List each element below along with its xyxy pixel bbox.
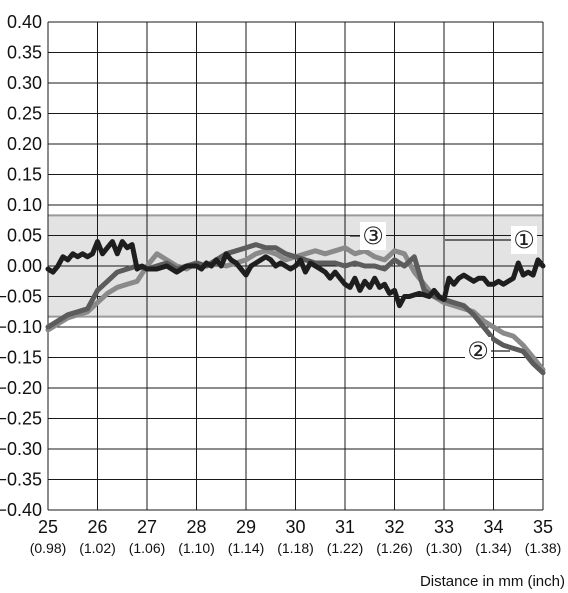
x-tick-label-inch: (1.22) [327,540,364,556]
x-tick-label: 35 [533,517,553,537]
series-marker-backdrop [360,222,386,250]
y-tick-label: 0.35 [7,43,42,63]
series-line-2 [45,242,546,376]
x-tick-label: 30 [285,517,305,537]
x-tick-label-inch: (1.02) [79,540,116,556]
x-tick-label-inch: (1.34) [475,540,512,556]
x-axis-ticks: 25 (0.98) 26 (1.02) 27 (1.06) 28 (1.10) 29 (1.14)… [30,517,562,556]
y-tick-label: −0.30 [0,439,42,459]
y-tick-label: −0.10 [0,317,42,337]
y-tick-label: −0.20 [0,378,42,398]
x-tick-label-inch: (1.06) [129,540,166,556]
y-tick-label: −0.05 [0,287,42,307]
x-tick-label-inch: (1.26) [376,540,413,556]
series-marker-label: ① [513,226,535,254]
x-tick-label: 33 [434,517,454,537]
x-tick-label: 28 [186,517,206,537]
x-tick-label: 27 [137,517,157,537]
x-tick-label: 34 [483,517,503,537]
y-tick-label: −0.25 [0,409,42,429]
y-tick-label: 0.40 [7,12,42,32]
data-series [45,239,546,376]
y-tick-label: 0.25 [7,104,42,124]
y-axis-ticks: 0.40 0.35 0.30 0.25 0.20 0.15 0.10 0.05 0.00 −0.0… [0,12,42,520]
x-tick-label: 29 [236,517,256,537]
y-tick-label: 0.20 [7,134,42,154]
series-line-1 [45,239,546,309]
x-tick-label-inch: (1.14) [228,540,265,556]
y-tick-label: 0.15 [7,165,42,185]
series-marker-backdrop [465,337,491,365]
y-tick-label: 0.05 [7,226,42,246]
x-tick-label-inch: (1.18) [277,540,314,556]
x-tick-label-inch: (0.98) [30,540,67,556]
series-marker-label: ③ [362,222,384,250]
x-tick-label: 31 [335,517,355,537]
y-tick-label: −0.35 [0,470,42,490]
x-tick-label-inch: (1.10) [178,540,215,556]
y-tick-label: −0.40 [0,500,42,520]
x-axis-label: Distance in mm (inch) [420,573,565,590]
y-tick-label: 0.10 [7,195,42,215]
x-tick-label: 25 [38,517,58,537]
x-tick-label-inch: (1.30) [426,540,463,556]
y-tick-label: 0.00 [7,256,42,276]
series-marker-label: ② [467,337,489,365]
x-tick-label: 26 [87,517,107,537]
series-markers: ① ② ③ [350,222,537,365]
y-tick-label: 0.30 [7,73,42,93]
x-tick-label: 32 [384,517,404,537]
y-tick-label: −0.15 [0,348,42,368]
x-tick-label-inch: (1.38) [525,540,562,556]
series-marker-backdrop [511,226,537,254]
